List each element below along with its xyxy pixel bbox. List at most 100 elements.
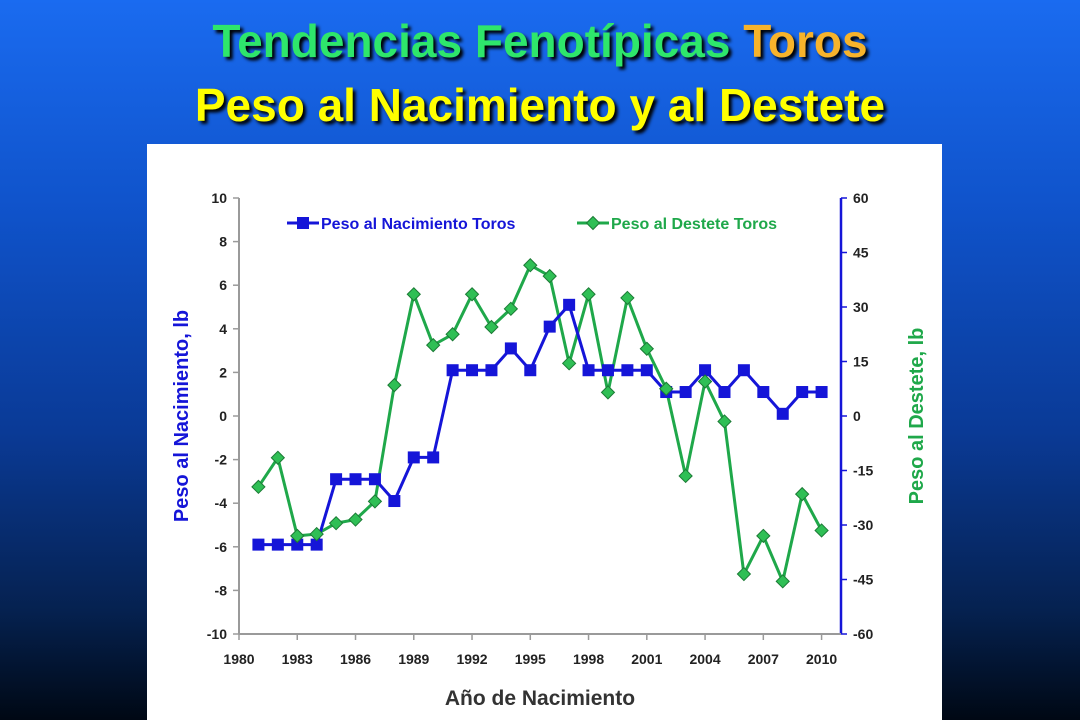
birth-weight-point (407, 451, 420, 464)
y-left-tick-label: 6 (219, 277, 227, 293)
birth-weight-point (640, 364, 653, 377)
weaning-weight-point (503, 301, 519, 317)
y-left-tick-label: -10 (207, 626, 227, 642)
weaning-weight-point (445, 327, 460, 342)
weaning-weight-point (464, 287, 480, 302)
weaning-weight-point (814, 523, 829, 538)
legend-label-weaning-weight: Peso al Destete Toros (611, 216, 777, 233)
weaning-weight-point (251, 479, 266, 495)
y-left-tick-label: -8 (215, 582, 228, 598)
y-right-tick-label: 15 (853, 354, 869, 370)
y-left-tick-label: -6 (215, 539, 228, 555)
birth-weight-point (466, 364, 479, 377)
birth-weight-point (368, 473, 381, 486)
birth-weight-point (718, 386, 731, 399)
birth-weight-point (291, 538, 304, 551)
x-tick-label: 2001 (631, 651, 662, 667)
x-tick-label: 1998 (573, 651, 604, 667)
y-right-tick-label: 0 (853, 408, 861, 424)
weaning-weight-point (659, 381, 674, 396)
birth-weight-point (621, 364, 634, 377)
legend-marker-weaning-weight (585, 215, 601, 231)
x-tick-label: 2010 (806, 651, 837, 667)
weaning-weight-point (542, 268, 557, 284)
x-tick-label: 2004 (689, 651, 720, 667)
y-left-tick-label: 2 (219, 364, 227, 380)
weaning-weight-point (387, 377, 402, 393)
birth-weight-point (504, 342, 517, 355)
weaning-weight-point (290, 528, 305, 544)
y-right-tick-label: 30 (853, 299, 869, 315)
birth-weight-point (601, 364, 614, 377)
birth-weight-point (776, 407, 789, 420)
weaning-weight-point (270, 450, 286, 465)
x-tick-label: 2007 (748, 651, 779, 667)
weaning-weight-point (717, 414, 732, 429)
y-right-tick-label: 45 (853, 245, 869, 261)
legend-label-birth-weight: Peso al Nacimiento Toros (321, 216, 516, 233)
birth-weight-point (330, 473, 343, 486)
birth-weight-point (699, 364, 712, 377)
x-tick-label: 1980 (223, 651, 254, 667)
y-left-tick-label: 10 (211, 190, 227, 206)
weaning-weight-point (367, 494, 383, 509)
weaning-weight-point (697, 374, 713, 389)
weaning-weight-point (328, 515, 344, 531)
x-axis-title: Año de Nacimiento (445, 687, 635, 710)
birth-weight-point (252, 538, 265, 551)
x-tick-label: 1995 (515, 651, 546, 667)
weaning-weight-point (561, 356, 577, 371)
slide-title-line1: Tendencias Fenotípicas Toros (0, 14, 1080, 68)
x-tick-label: 1992 (456, 651, 487, 667)
birth-weight-point (388, 495, 401, 508)
birth-weight-point (679, 386, 692, 399)
weaning-weight-point (581, 287, 596, 302)
y-right-tick-label: -30 (853, 517, 873, 533)
y-right-tick-label: -60 (853, 626, 873, 642)
weaning-weight-point (484, 319, 499, 335)
line-chart: -10 -8 -6 -4 -2 0 2 4 6 8 10 -60 -45 -30 -15 0 15 30 45 60 1… (171, 190, 928, 710)
slide-title-line2: Peso al Nacimiento y al Destete (194, 79, 886, 131)
title-part-trends: Tendencias Fenotípicas (212, 15, 731, 67)
weaning-weight-point (756, 528, 771, 544)
birth-weight-point (757, 386, 770, 399)
series-line-birth-weight (258, 301, 822, 547)
weaning-weight-point (309, 526, 324, 542)
weaning-weight-point (620, 290, 635, 306)
y-right-tick-label: 60 (853, 190, 869, 206)
x-tick-label: 1986 (340, 651, 371, 667)
legend-marker-birth-weight (297, 217, 309, 229)
birth-weight-point (427, 451, 440, 464)
birth-weight-point (349, 473, 362, 486)
y-left-tick-label: -2 (215, 452, 228, 468)
birth-weight-point (563, 298, 576, 311)
weaning-weight-point (678, 468, 693, 484)
weaning-weight-point (794, 486, 810, 502)
y-right-axis-title: Peso al Destete, lb (906, 328, 928, 505)
birth-weight-point (737, 364, 750, 377)
y-left-tick-label: -4 (215, 495, 228, 511)
weaning-weight-point (425, 337, 441, 353)
y-right-tick-label: -15 (853, 463, 873, 479)
y-left-tick-label: 0 (219, 408, 227, 424)
birth-weight-point (543, 320, 556, 333)
y-left-axis-title: Peso al Nacimiento, lb (171, 310, 193, 522)
title-part-bulls: Toros (743, 15, 868, 67)
y-right-tick-label: -45 (853, 572, 873, 588)
birth-weight-point (524, 364, 537, 377)
birth-weight-point (815, 386, 828, 399)
weaning-weight-point (736, 566, 752, 582)
y-left-tick-label: 4 (219, 321, 227, 337)
weaning-weight-point (348, 512, 363, 527)
birth-weight-point (446, 364, 459, 377)
x-tick-label: 1989 (398, 651, 429, 667)
birth-weight-point (796, 386, 809, 399)
birth-weight-point (582, 364, 595, 377)
x-tick-label: 1983 (282, 651, 313, 667)
weaning-weight-point (523, 258, 538, 273)
series-line-weaning-weight (257, 263, 823, 587)
weaning-weight-point (600, 385, 616, 400)
birth-weight-point (485, 364, 498, 377)
birth-weight-point (310, 538, 323, 551)
chart-panel: -10 -8 -6 -4 -2 0 2 4 6 8 10 -60 -45 -30 -15 0 15 30 45 60 1… (147, 144, 942, 720)
